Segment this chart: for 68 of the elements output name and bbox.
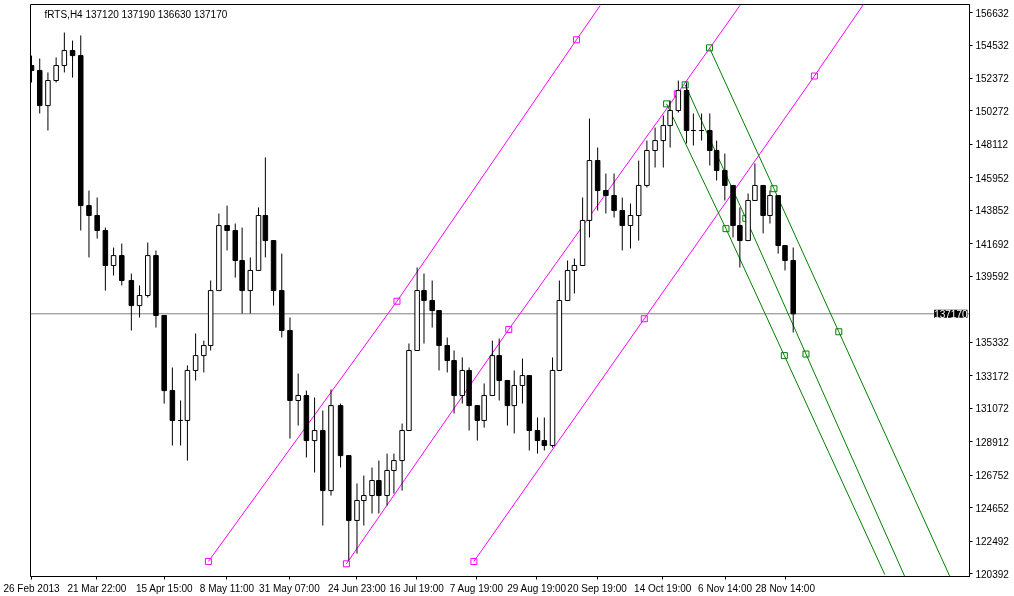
x-tick-label: 14 Oct 19:00 (634, 582, 692, 594)
y-tick-label: 122492 (975, 536, 1010, 548)
candlestick (69, 40, 76, 79)
y-tick-label: 133172 (975, 370, 1010, 382)
y-tick-label: 124652 (975, 502, 1010, 514)
candlestick (652, 127, 658, 169)
y-tick-label: 154532 (975, 40, 1010, 52)
y-tick-label: 126752 (975, 470, 1010, 482)
point (835, 328, 843, 336)
candlestick (136, 284, 143, 319)
candlestick (94, 197, 100, 240)
candlestick (61, 32, 68, 73)
point (780, 352, 788, 360)
candlestick (675, 80, 682, 114)
candlestick (295, 373, 301, 427)
point (802, 350, 810, 358)
candlestick (611, 173, 617, 219)
y-tick-label: 131072 (975, 403, 1010, 415)
point (681, 81, 689, 89)
x-tick-label: 24 Jun 23:00 (327, 582, 387, 594)
point (470, 557, 478, 565)
point (342, 560, 350, 568)
point (572, 36, 580, 44)
candlestick (110, 247, 117, 277)
x-tick-label: 15 Apr 15:00 (135, 582, 194, 594)
point (204, 557, 212, 565)
y-tick-label: 145952 (975, 172, 1010, 184)
point (722, 225, 730, 233)
y-tick-label: 141692 (975, 238, 1010, 250)
candlestick (571, 258, 578, 295)
x-tick-label: 29 Aug 19:00 (507, 582, 567, 594)
candlestick (86, 190, 92, 258)
point (810, 72, 818, 80)
point (393, 297, 401, 305)
candlestick (627, 203, 634, 249)
candlestick (192, 332, 199, 382)
y-tick-label: 152372 (975, 73, 1010, 85)
point (770, 185, 778, 193)
candlestick (224, 205, 230, 251)
x-tick-label: 28 Nov 14:00 (755, 582, 816, 594)
y-tick-label: 150272 (975, 105, 1010, 117)
x-tick-label: 26 Feb 2013 (3, 582, 61, 594)
y-tick-label: 128912 (975, 436, 1010, 448)
y-tick-label: 143852 (975, 205, 1010, 217)
chart-title: fRTS,H4 137120 137190 136630 137170 (44, 8, 228, 20)
y-tick-label: 120392 (975, 568, 1010, 580)
x-tick-label: 21 Mar 22:00 (67, 582, 127, 594)
y-tick-label: 156632 (975, 7, 1010, 19)
candlestick (603, 173, 609, 214)
x-tick-label: 16 Jul 19:00 (389, 582, 445, 594)
x-tick-label: 8 May 11:00 (199, 582, 255, 594)
y-tick-label: 135332 (975, 337, 1010, 349)
y-tick-label: 139592 (975, 271, 1010, 283)
point (663, 100, 671, 108)
x-tick-label: 6 Nov 14:00 (698, 582, 753, 594)
point (505, 325, 513, 333)
candlestick (311, 397, 318, 473)
ref-line-label: 137170 (934, 308, 968, 320)
candlestick (619, 197, 626, 251)
x-tick-label: 20 Sep 19:00 (567, 582, 628, 594)
candlestick (247, 256, 254, 314)
candlestick (722, 153, 728, 201)
y-tick-label: 148112 (975, 139, 1009, 151)
point (705, 44, 713, 52)
x-tick-label: 7 Aug 19:00 (449, 582, 504, 594)
candlestick (53, 56, 59, 84)
x-tick-label: 31 May 07:00 (259, 582, 321, 594)
point (640, 315, 648, 323)
